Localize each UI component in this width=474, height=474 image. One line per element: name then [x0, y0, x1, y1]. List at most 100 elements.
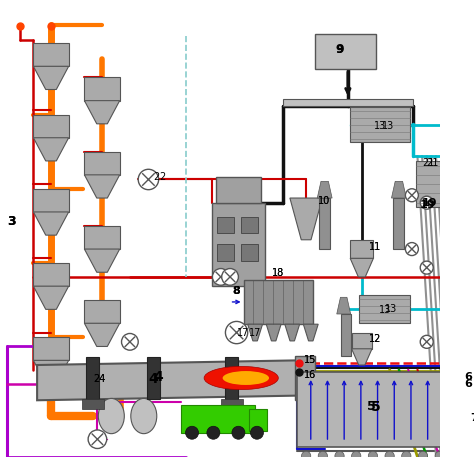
Text: 19: 19: [422, 198, 438, 208]
Ellipse shape: [204, 366, 278, 390]
Text: 16: 16: [304, 370, 317, 380]
Circle shape: [420, 261, 433, 274]
Polygon shape: [84, 249, 119, 272]
Polygon shape: [452, 393, 474, 414]
Bar: [33, 43, 69, 66]
Bar: [226, 356, 238, 399]
Bar: [244, 280, 313, 324]
Bar: [84, 300, 119, 323]
Text: 4: 4: [148, 372, 158, 386]
Text: 18: 18: [272, 268, 284, 278]
Circle shape: [435, 451, 444, 461]
Circle shape: [335, 451, 344, 461]
Polygon shape: [84, 175, 119, 198]
Ellipse shape: [98, 399, 124, 434]
Circle shape: [419, 451, 428, 461]
Bar: [33, 263, 69, 286]
Circle shape: [310, 467, 321, 474]
Bar: [452, 373, 474, 393]
Polygon shape: [303, 324, 318, 341]
Text: 2: 2: [160, 172, 166, 182]
Bar: [84, 77, 119, 100]
Text: 13: 13: [382, 121, 394, 131]
Bar: [82, 399, 104, 409]
Bar: [249, 409, 267, 431]
Circle shape: [347, 467, 358, 474]
Text: 24: 24: [93, 374, 105, 384]
Polygon shape: [33, 212, 69, 235]
Bar: [393, 198, 404, 249]
Text: 8: 8: [233, 286, 240, 296]
Bar: [350, 107, 410, 142]
Circle shape: [401, 451, 411, 461]
Bar: [33, 189, 69, 212]
Text: 12: 12: [369, 334, 382, 344]
Bar: [319, 198, 330, 249]
Text: 10: 10: [318, 196, 330, 206]
Bar: [350, 240, 374, 258]
Polygon shape: [337, 297, 351, 314]
Text: 21: 21: [422, 158, 435, 168]
Bar: [33, 115, 69, 138]
Bar: [33, 337, 69, 360]
Text: 13: 13: [385, 304, 397, 314]
Circle shape: [212, 269, 229, 285]
Bar: [217, 217, 234, 233]
Bar: [416, 161, 442, 207]
Text: 18: 18: [272, 268, 284, 278]
Polygon shape: [285, 324, 300, 341]
Text: 15: 15: [304, 356, 317, 365]
Text: 4: 4: [153, 370, 163, 384]
Text: 5: 5: [371, 400, 381, 414]
Circle shape: [250, 426, 264, 439]
Circle shape: [384, 467, 395, 474]
Text: 10: 10: [318, 196, 330, 206]
Text: 7: 7: [470, 413, 474, 423]
Text: 21: 21: [427, 158, 439, 168]
Circle shape: [222, 269, 238, 285]
Text: 2: 2: [153, 172, 159, 182]
Text: 15: 15: [304, 356, 317, 365]
Bar: [315, 34, 376, 69]
Polygon shape: [350, 258, 374, 277]
Bar: [295, 356, 315, 400]
Circle shape: [420, 335, 433, 348]
Circle shape: [226, 321, 248, 344]
Polygon shape: [266, 324, 281, 341]
Polygon shape: [33, 66, 69, 90]
Polygon shape: [392, 182, 406, 198]
Circle shape: [138, 169, 159, 190]
Bar: [221, 399, 243, 409]
Bar: [181, 405, 255, 433]
Circle shape: [368, 451, 378, 461]
Bar: [241, 245, 258, 261]
Ellipse shape: [223, 371, 269, 385]
Circle shape: [421, 467, 432, 474]
Bar: [86, 356, 99, 399]
Text: 6: 6: [464, 372, 472, 382]
Circle shape: [365, 467, 377, 474]
Text: 3: 3: [8, 215, 16, 228]
Text: 7: 7: [473, 416, 474, 426]
Circle shape: [405, 189, 419, 202]
Text: 8: 8: [233, 286, 240, 296]
Text: 17: 17: [249, 328, 261, 337]
Circle shape: [420, 196, 433, 209]
Text: 19: 19: [419, 200, 435, 210]
Circle shape: [185, 426, 199, 439]
Bar: [352, 333, 372, 349]
Bar: [359, 295, 410, 323]
Polygon shape: [84, 100, 119, 124]
Text: 9: 9: [335, 43, 344, 56]
Circle shape: [121, 334, 138, 350]
Circle shape: [88, 430, 107, 448]
Text: 16: 16: [304, 370, 317, 380]
Circle shape: [328, 467, 339, 474]
Polygon shape: [33, 286, 69, 310]
Bar: [341, 314, 351, 356]
Circle shape: [402, 467, 414, 474]
Polygon shape: [248, 324, 263, 341]
Text: 6: 6: [464, 379, 472, 389]
Bar: [216, 177, 261, 203]
Ellipse shape: [131, 399, 157, 434]
